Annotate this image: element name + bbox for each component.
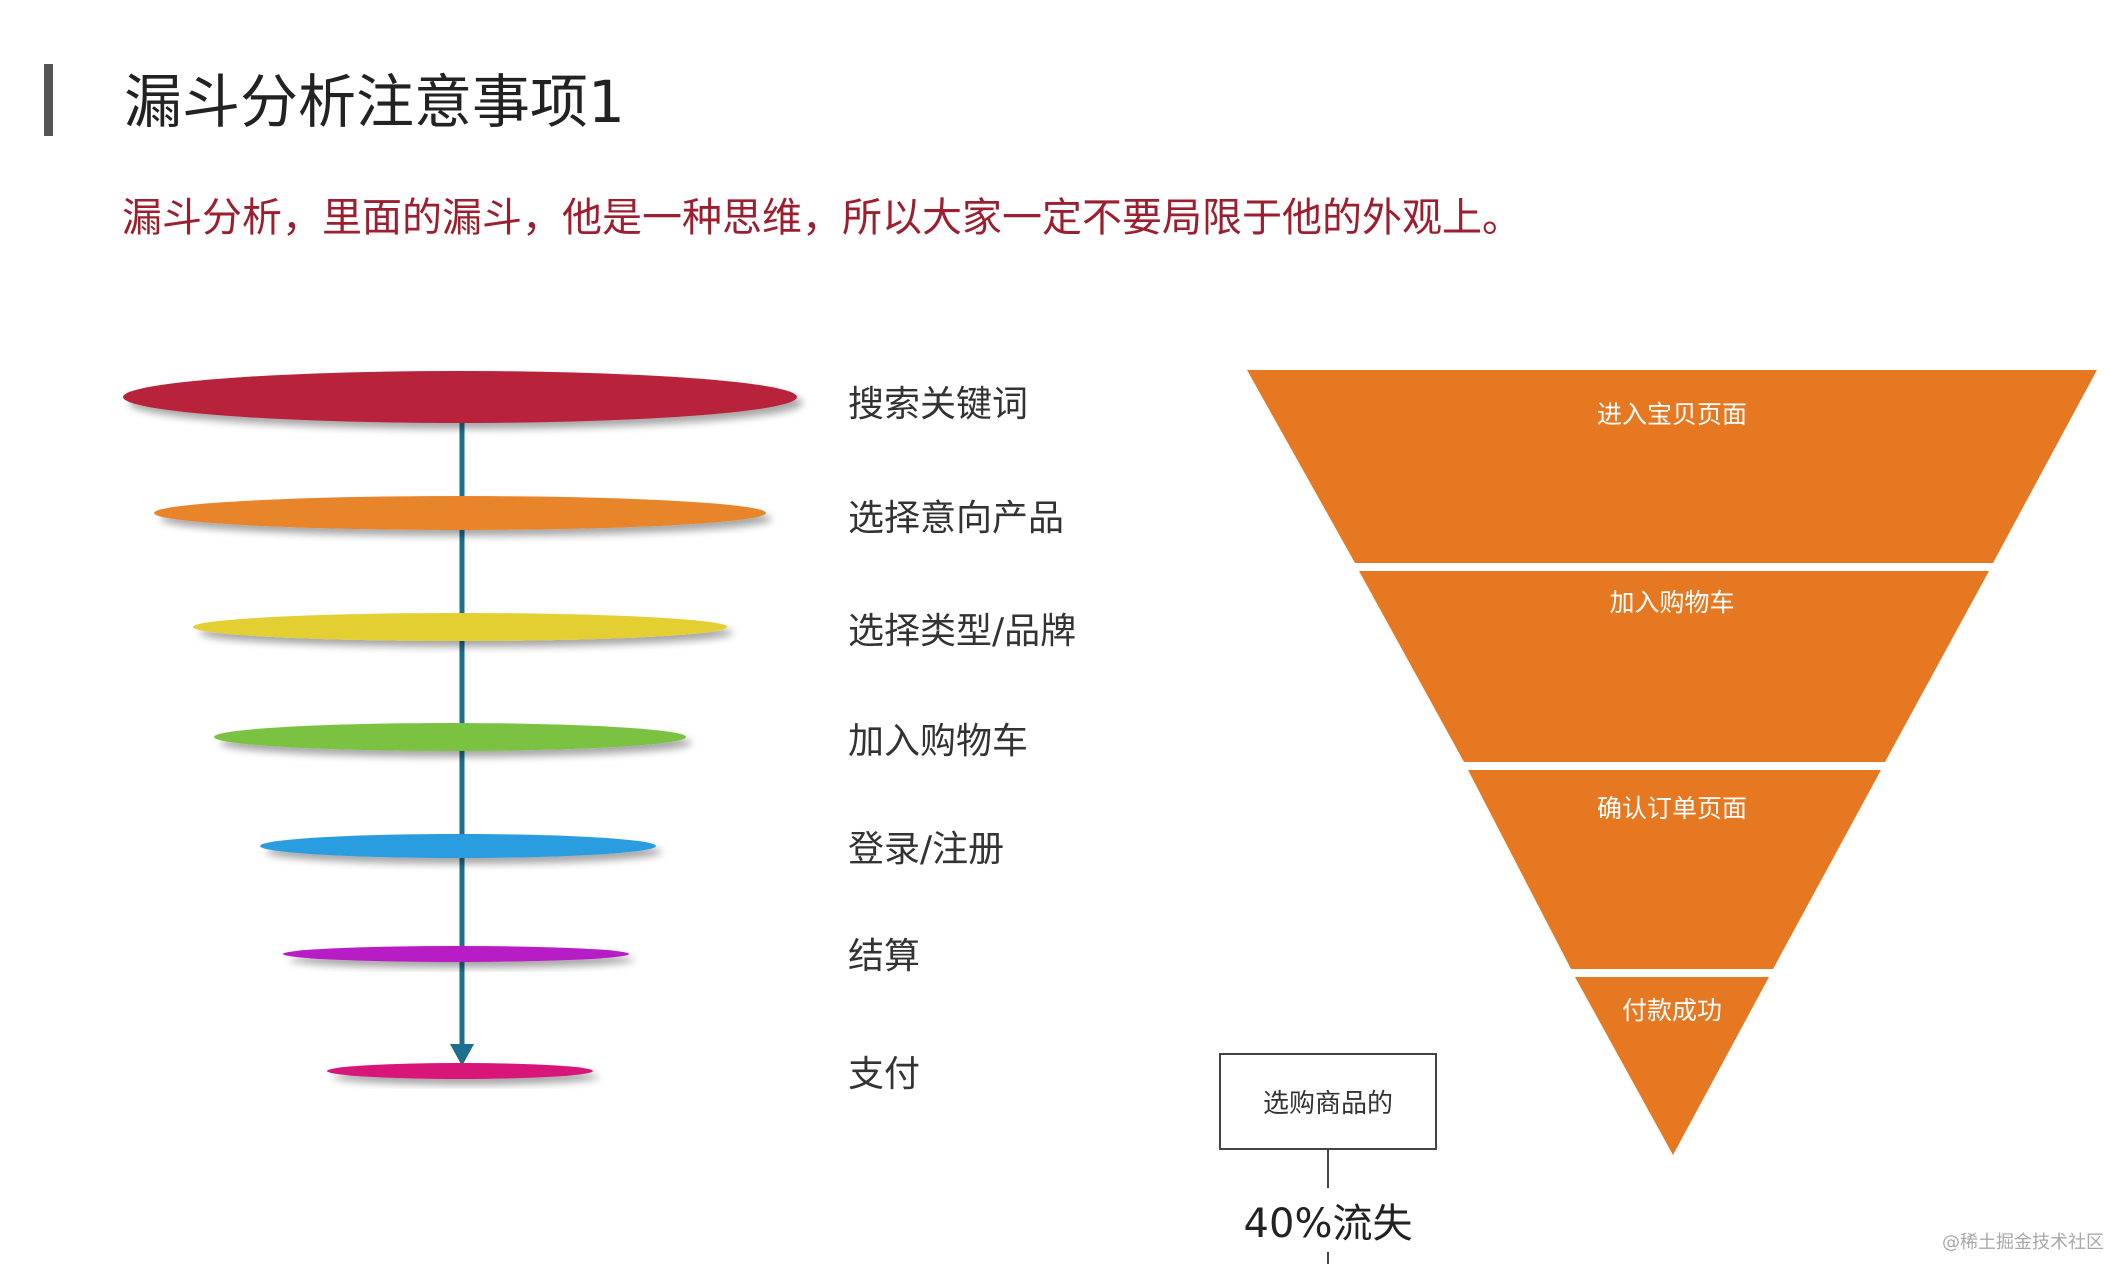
funnel-layer-6 [283,946,629,962]
tri-stage-label: 付款成功 [1621,996,1722,1025]
tri-stage-1 [1247,370,2097,563]
funnel-layer-4 [214,723,686,751]
watermark: @稀土掘金技术社区 [1942,1232,2104,1253]
funnel-step-label: 选择类型/品牌 [848,611,1077,652]
tri-stage-4 [1575,977,1769,1155]
tri-stage-3 [1468,770,1881,969]
tri-stage-2 [1359,571,1989,762]
tri-stage-label: 确认订单页面 [1596,794,1747,823]
page-title: 漏斗分析注意事项1 [124,68,625,136]
funnel-step-label: 选择意向产品 [848,498,1065,539]
funnel-layer-7 [327,1063,593,1079]
funnel-arrow-head [450,1044,474,1066]
funnel-step-label: 登录/注册 [848,829,1005,870]
title-accent-bar [44,64,53,136]
funnel-step-label: 搜索关键词 [848,384,1029,425]
funnel-layer-5 [260,834,656,858]
loss-rate-text: 40%流失 [1243,1201,1413,1247]
funnel-step-label: 支付 [848,1054,921,1095]
callout-connector-lower [1327,1252,1329,1264]
funnel-step-label: 加入购物车 [848,721,1029,762]
callout-box: 选购商品的 [1219,1053,1437,1150]
tri-stage-label: 进入宝贝页面 [1596,400,1747,429]
tri-stage-label: 加入购物车 [1609,588,1735,617]
funnel-step-label: 结算 [848,936,921,977]
funnel-layer-3 [193,613,727,641]
funnel-layer-1 [123,371,797,423]
subtitle: 漏斗分析，里面的漏斗，他是一种思维，所以大家一定不要局限于他的外观上。 [122,195,1522,241]
callout-connector [1327,1150,1329,1188]
funnel-layer-2 [154,496,766,530]
